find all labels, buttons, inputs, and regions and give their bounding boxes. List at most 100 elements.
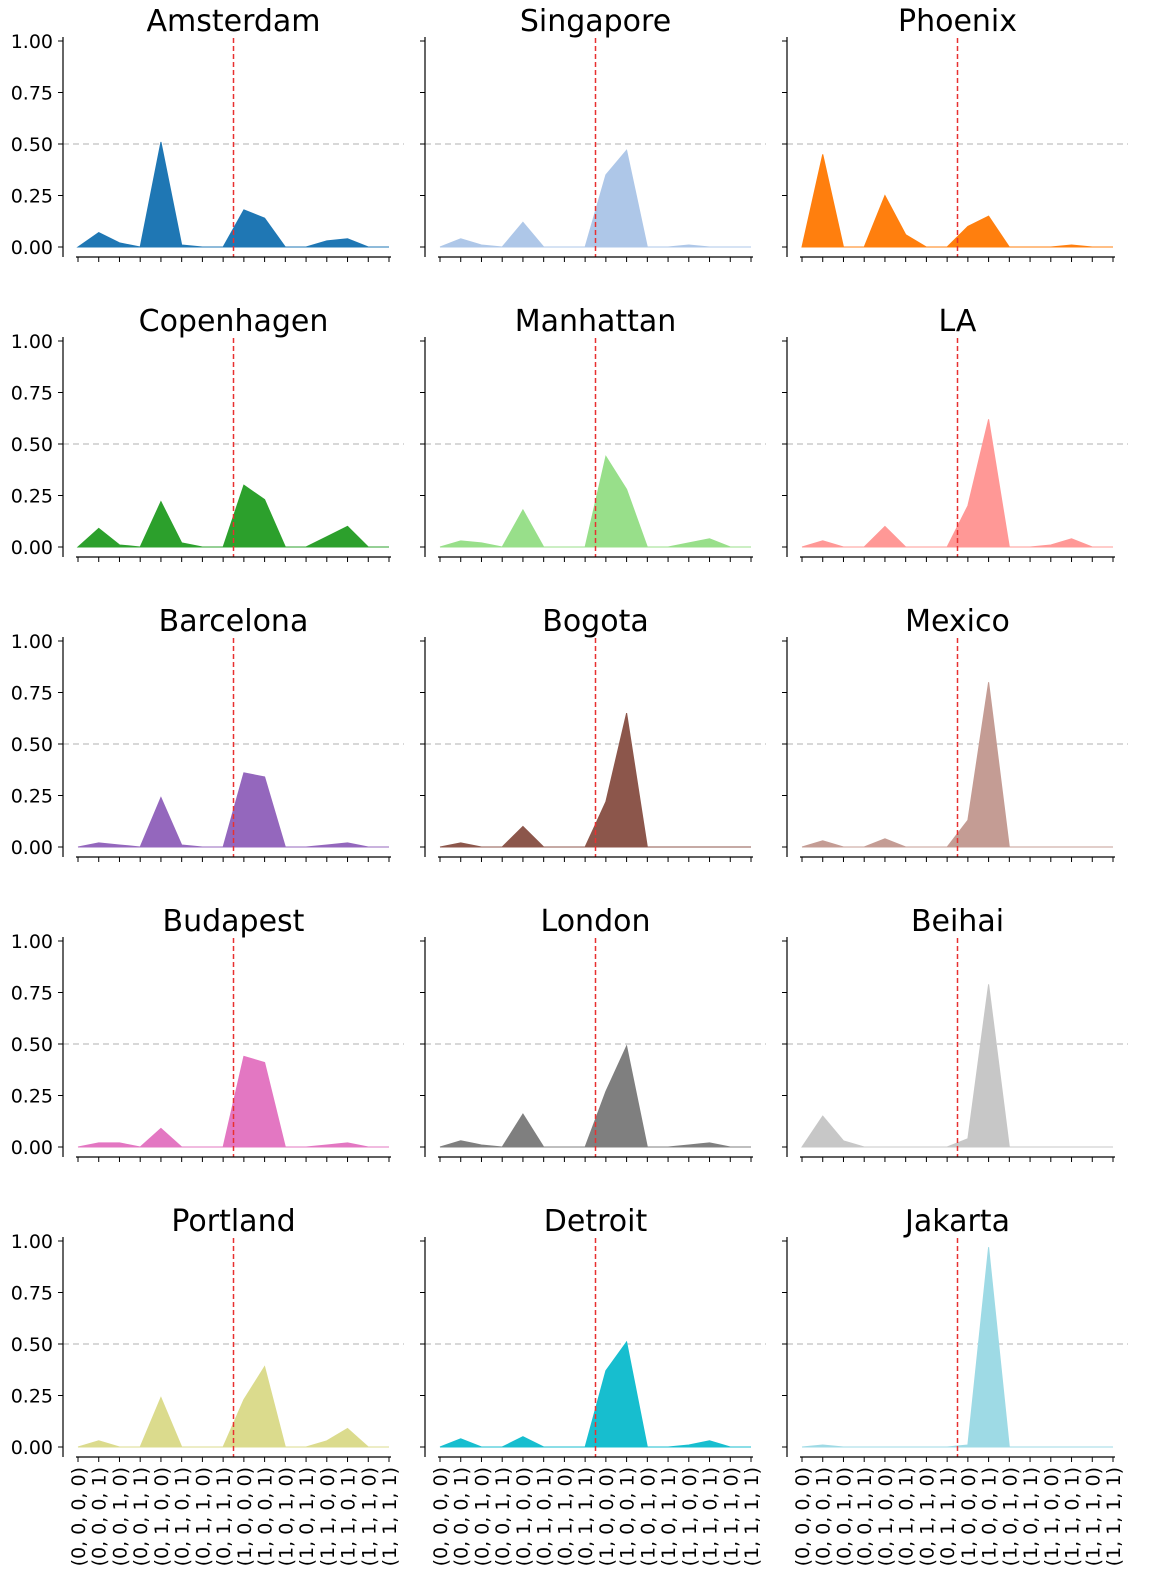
x-tick-label: (1, 0, 1, 1) [1020, 1467, 1042, 1566]
x-tick-label: (1, 1, 0, 0) [317, 1467, 339, 1566]
x-tick-label: (0, 0, 1, 0) [833, 1467, 855, 1566]
area-series [77, 772, 389, 848]
x-tick-label: (1, 1, 1, 1) [379, 1467, 401, 1566]
panel-title: Singapore [520, 4, 671, 39]
x-tick-label: (0, 0, 1, 0) [471, 1467, 493, 1566]
panel-title: Bogota [542, 604, 648, 639]
x-tick-label: (1, 0, 0, 1) [979, 1467, 1001, 1566]
y-tick-label: 0.00 [11, 537, 53, 559]
panel-title: Phoenix [898, 4, 1017, 39]
x-tick-label: (0, 1, 1, 1) [213, 1467, 235, 1566]
area-series [801, 1247, 1113, 1448]
y-tick-label: 0.25 [11, 186, 53, 208]
x-tick-label: (1, 1, 1, 0) [1082, 1467, 1104, 1566]
area-series [801, 682, 1113, 848]
x-tick-label: (1, 0, 0, 1) [255, 1467, 277, 1566]
y-tick-label: 1.00 [11, 331, 53, 353]
x-tick-label: (1, 1, 1, 1) [1103, 1467, 1125, 1566]
x-tick-label: (0, 0, 0, 0) [68, 1467, 90, 1566]
panel-title: Barcelona [159, 604, 309, 639]
x-tick-label: (0, 0, 0, 0) [792, 1467, 814, 1566]
y-tick-label: 0.25 [11, 1386, 53, 1408]
y-tick-label: 0.00 [11, 1137, 53, 1159]
y-tick-label: 0.25 [11, 1086, 53, 1108]
x-tick-label: (1, 0, 1, 0) [637, 1467, 659, 1566]
panel-beihai: Beihai [782, 904, 1128, 1162]
panel-title: London [541, 904, 651, 939]
x-tick-label: (1, 0, 1, 1) [296, 1467, 318, 1566]
area-series [439, 712, 751, 848]
x-tick-label: (0, 1, 1, 0) [192, 1467, 214, 1566]
area-series [439, 149, 751, 248]
panel-phoenix: Phoenix [782, 4, 1128, 262]
x-tick-label: (1, 0, 0, 0) [958, 1467, 980, 1566]
y-tick-label: 1.00 [11, 931, 53, 953]
x-tick-label: (0, 1, 1, 0) [916, 1467, 938, 1566]
y-tick-label: 0.50 [11, 134, 53, 156]
x-tick-label: (1, 1, 0, 1) [338, 1467, 360, 1566]
x-tick-label: (1, 0, 1, 0) [999, 1467, 1021, 1566]
y-tick-label: 0.50 [11, 734, 53, 756]
x-tick-label: (1, 0, 0, 0) [234, 1467, 256, 1566]
y-tick-label: 0.50 [11, 1334, 53, 1356]
area-series [801, 419, 1113, 548]
y-tick-label: 0.00 [11, 237, 53, 259]
panel-title: Jakarta [903, 1204, 1010, 1239]
panel-london: London [420, 904, 766, 1162]
x-tick-label: (1, 0, 0, 1) [617, 1467, 639, 1566]
x-tick-label: (0, 1, 1, 1) [937, 1467, 959, 1566]
x-tick-label: (0, 0, 1, 1) [130, 1467, 152, 1566]
x-tick-label: (0, 0, 1, 0) [109, 1467, 131, 1566]
panel-copenhagen: Copenhagen 0.00 0.25 0.50 0.75 1.00 [11, 304, 404, 562]
area-series [77, 1365, 389, 1448]
y-tick-label: 1.00 [11, 1231, 53, 1253]
panel-title: Detroit [544, 1204, 648, 1239]
y-tick-label: 0.00 [11, 1437, 53, 1459]
x-tick-label: (1, 1, 1, 1) [741, 1467, 763, 1566]
y-tick-label: 0.75 [11, 83, 53, 105]
x-tick-label: (1, 1, 0, 0) [1041, 1467, 1063, 1566]
panel-la: LA [782, 304, 1128, 562]
y-tick-label: 0.00 [11, 837, 53, 859]
x-tick-label: (0, 1, 1, 0) [554, 1467, 576, 1566]
panel-singapore: Singapore [420, 4, 766, 262]
x-tick-label: (0, 1, 0, 1) [172, 1467, 194, 1566]
panel-amsterdam: Amsterdam 0.00 0.25 0.50 0.75 1.00 [11, 4, 404, 262]
x-tick-label: (1, 0, 1, 0) [275, 1467, 297, 1566]
panel-bogota: Bogota [420, 604, 766, 862]
y-tick-label: 0.50 [11, 1034, 53, 1056]
panel-title: Copenhagen [139, 304, 329, 339]
y-tick-label: 0.75 [11, 383, 53, 405]
area-series [801, 984, 1113, 1148]
panel-portland: Portland 0.00 0.25 0.50 0.75 1.00 (0, 0, 0, 0)… [11, 1204, 404, 1566]
area-series [801, 154, 1113, 248]
x-tick-label: (0, 1, 0, 1) [896, 1467, 918, 1566]
y-tick-label: 0.75 [11, 983, 53, 1005]
x-tick-label: (1, 1, 1, 0) [358, 1467, 380, 1566]
x-tick-label: (1, 1, 0, 0) [679, 1467, 701, 1566]
y-tick-label: 0.25 [11, 786, 53, 808]
x-tick-label: (1, 0, 0, 0) [596, 1467, 618, 1566]
panel-title: Mexico [905, 604, 1010, 639]
panel-barcelona: Barcelona 0.00 0.25 0.50 0.75 1.00 [11, 604, 404, 862]
panel-manhattan: Manhattan [420, 304, 766, 562]
x-tick-label: (1, 1, 0, 1) [1062, 1467, 1084, 1566]
panel-budapest: Budapest 0.00 0.25 0.50 0.75 1.00 [11, 904, 404, 1162]
y-tick-label: 0.75 [11, 1283, 53, 1305]
x-tick-label: (0, 0, 0, 1) [89, 1467, 111, 1566]
panel-jakarta: Jakarta(0, 0, 0, 0)(0, 0, 0, 1)(0, 0, 1,… [782, 1204, 1128, 1566]
y-tick-label: 0.50 [11, 434, 53, 456]
panel-title: LA [939, 304, 977, 339]
x-tick-label: (1, 1, 0, 1) [700, 1467, 722, 1566]
area-series [76, 141, 389, 248]
x-tick-label: (0, 1, 1, 1) [575, 1467, 597, 1566]
x-tick-label: (0, 1, 0, 0) [875, 1467, 897, 1566]
panel-title: Portland [171, 1204, 295, 1239]
x-tick-label: (0, 0, 0, 0) [430, 1467, 452, 1566]
x-tick-label: (0, 0, 0, 1) [451, 1467, 473, 1566]
x-tick-label: (0, 0, 1, 1) [854, 1467, 876, 1566]
panel-title: Manhattan [515, 304, 677, 339]
panel-mexico: Mexico [782, 604, 1128, 862]
y-tick-label: 1.00 [11, 631, 53, 653]
